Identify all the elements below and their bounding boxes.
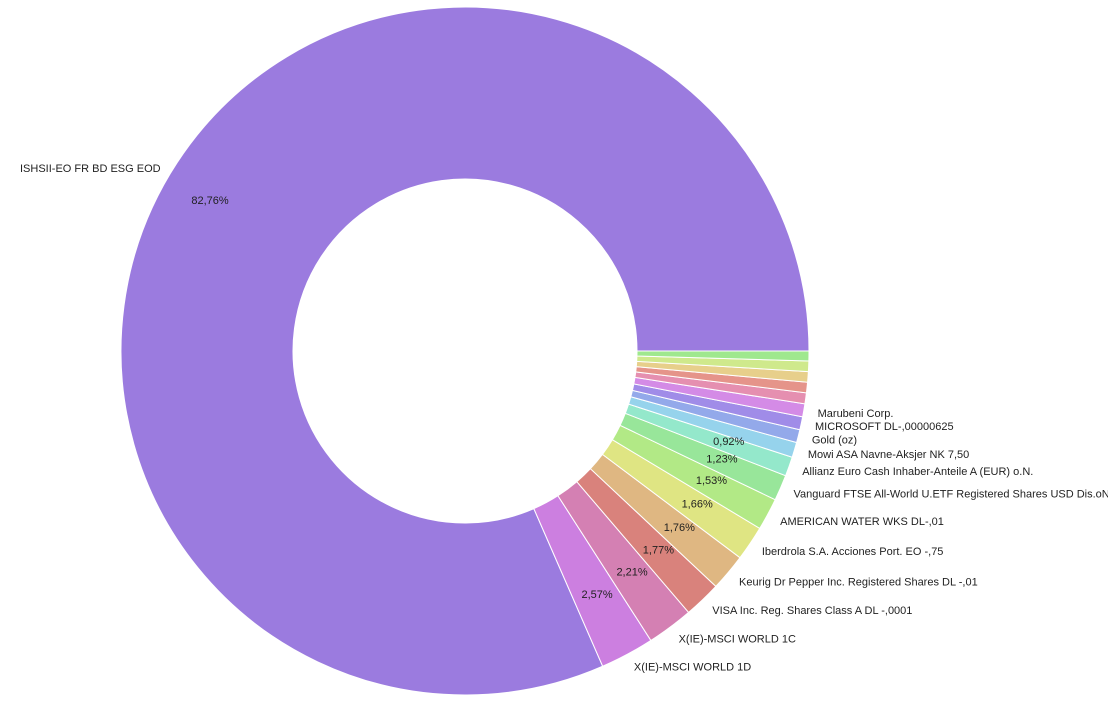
percent-label-2: 2,21% <box>616 567 647 579</box>
slice-label-6: AMERICAN WATER WKS DL-,01 <box>780 516 944 528</box>
percent-label-5: 1,66% <box>682 499 713 511</box>
slices-group <box>120 6 810 696</box>
percent-label-0: 82,76% <box>191 195 229 207</box>
percent-label-3: 1,77% <box>643 544 674 556</box>
slice-labels-group: ISHSII-EO FR BD ESG EOD X(IE)-MSCI WORLD … <box>20 163 1108 674</box>
slice-label-7: Vanguard FTSE All-World U.ETF Registered… <box>793 488 1108 500</box>
slice-label-12: Marubeni Corp. <box>818 408 894 420</box>
percent-label-7: 1,23% <box>706 453 737 465</box>
slice-label-3: VISA Inc. Reg. Shares Class A DL -,0001 <box>712 605 912 617</box>
slice-label-5: Iberdrola S.A. Acciones Port. EO -,75 <box>762 546 944 558</box>
slice-label-9: Mowi ASA Navne-Aksjer NK 7,50 <box>808 449 969 461</box>
slice-label-1: X(IE)-MSCI WORLD 1D <box>634 662 751 674</box>
slice-0[interactable] <box>120 6 810 696</box>
slice-label-0: ISHSII-EO FR BD ESG EOD <box>20 163 161 175</box>
slice-label-4: Keurig Dr Pepper Inc. Registered Shares … <box>739 576 978 588</box>
slice-label-11: MICROSOFT DL-,00000625 <box>815 421 954 433</box>
slice-label-10: Gold (oz) <box>812 435 857 447</box>
percent-label-8: 0,92% <box>713 436 744 448</box>
slice-17[interactable] <box>636 350 810 362</box>
percent-label-6: 1,53% <box>696 475 727 487</box>
percent-label-1: 2,57% <box>581 589 612 601</box>
slice-label-8: Allianz Euro Cash Inhaber-Anteile A (EUR… <box>802 466 1033 478</box>
percent-label-4: 1,76% <box>664 522 695 534</box>
percent-labels-group: 82,76% 2,57% 2,21% 1,77% 1,76% 1,66% 1,53% 1,23… <box>191 195 744 601</box>
slice-label-2: X(IE)-MSCI WORLD 1C <box>679 633 796 645</box>
